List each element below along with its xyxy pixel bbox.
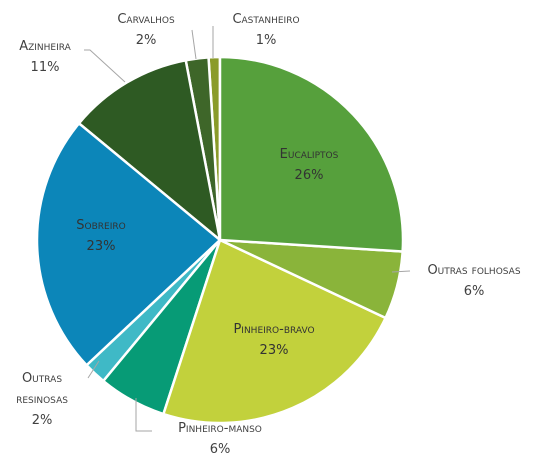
slice-label: Sobreiro 23% [51,215,151,257]
leader-line [135,398,152,432]
slice-label: Pinheiro-bravo 23% [204,319,344,361]
category-label: Outras resinosas [16,371,68,407]
value-label: 11% [30,60,60,75]
slice-label: Castanheiro 1% [206,9,326,51]
value-label: 1% [255,33,277,48]
category-label: Sobreiro [76,218,126,233]
category-label: Eucaliptos [279,147,339,162]
value-label: 26% [294,168,324,183]
pie-slice [77,58,222,244]
category-label: Pinheiro-manso [178,421,262,436]
category-label: Carvalhos [117,12,175,27]
slice-label: Outras resinosas 2% [7,368,77,431]
leader-line [87,360,100,379]
category-label: Pinheiro-bravo [233,322,315,337]
value-label: 2% [135,33,157,48]
category-label: Outras folhosas [427,263,521,278]
slice-label: Carvalhos 2% [96,9,196,51]
pie-slice [35,121,222,368]
leader-line [191,29,197,60]
slice-label: Pinheiro-manso 6% [150,418,290,456]
value-label: 2% [31,413,53,428]
value-label: 23% [86,239,116,254]
category-label: Castanheiro [232,12,300,27]
category-label: Azinheira [19,39,71,54]
value-label: 6% [463,284,485,299]
slice-label: Azinheira 11% [0,36,95,78]
pie-slice [218,55,405,253]
slice-label: Eucaliptos 26% [249,144,369,186]
slice-label: Outras folhosas 6% [394,260,537,302]
leader-line [84,49,126,83]
value-label: 23% [259,343,289,358]
value-label: 6% [209,442,231,456]
pie-slice [161,238,388,425]
leader-line [391,270,411,273]
